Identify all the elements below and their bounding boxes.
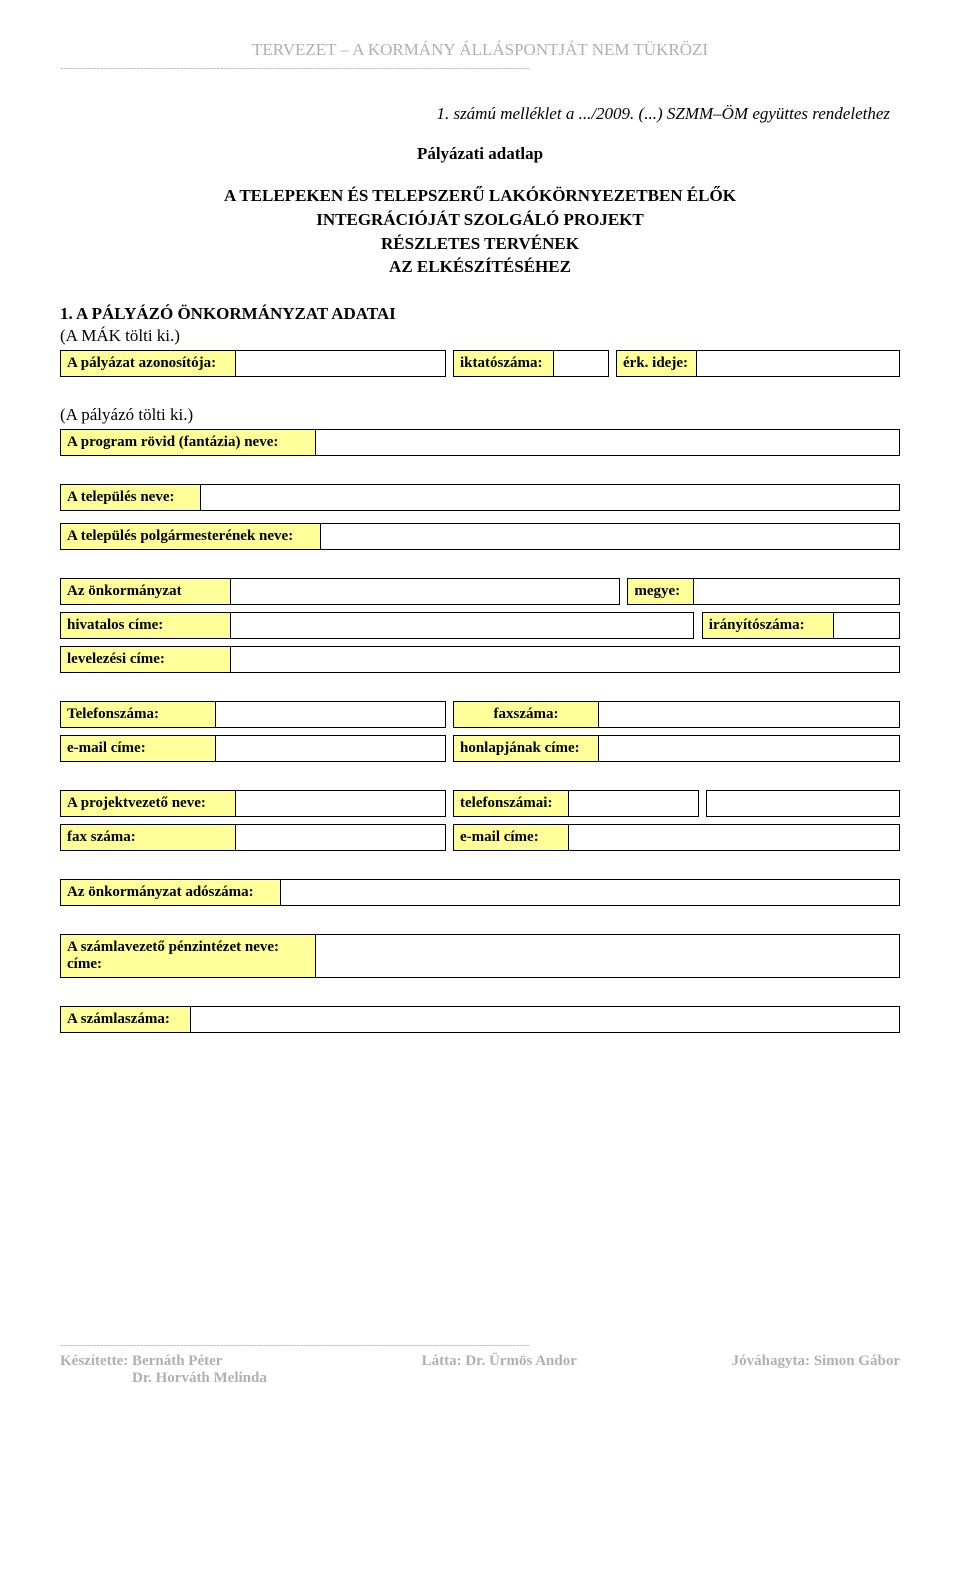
row-program-name: A program rövid (fantázia) neve:	[60, 429, 900, 456]
label-arrival-time: érk. ideje:	[617, 351, 697, 377]
input-pm-phone-2[interactable]	[707, 791, 900, 817]
input-municipality[interactable]	[230, 579, 619, 605]
input-reg-number[interactable]	[554, 351, 609, 377]
input-mayor-name[interactable]	[321, 524, 900, 550]
label-reg-number: iktatószáma:	[454, 351, 554, 377]
label-email: e-mail címe:	[61, 736, 216, 762]
input-arrival-time[interactable]	[697, 351, 900, 377]
input-tax-number[interactable]	[281, 880, 900, 906]
form-subtitle: Pályázati adatlap	[60, 144, 900, 164]
input-program-name[interactable]	[316, 430, 900, 456]
label-zip: irányítószáma:	[702, 613, 833, 639]
label-website: honlapjának címe:	[454, 736, 599, 762]
label-municipality: Az önkormányzat	[61, 579, 231, 605]
project-title-line: A TELEPEKEN ÉS TELEPSZERŰ LAKÓKÖRNYEZETB…	[224, 186, 736, 205]
label-mayor-name: A település polgármesterének neve:	[61, 524, 321, 550]
label-pm-fax: fax száma:	[61, 825, 236, 851]
footer-seen-by: Látta: Dr. Ürmös Andor	[422, 1353, 577, 1387]
label-tax-number: Az önkormányzat adószáma:	[61, 880, 281, 906]
label-fax: faxszáma:	[454, 702, 599, 728]
input-bank-name-address[interactable]	[316, 935, 900, 978]
input-settlement-name[interactable]	[201, 485, 900, 511]
label-official-address: hivatalos címe:	[61, 613, 231, 639]
label-account-number: A számlaszáma:	[61, 1007, 191, 1033]
input-pm-name[interactable]	[236, 791, 446, 817]
project-title-block: A TELEPEKEN ÉS TELEPSZERŰ LAKÓKÖRNYEZETB…	[60, 184, 900, 279]
label-bank-name-address: A számlavezető pénzintézet neve: címe:	[61, 935, 316, 978]
footer-credits: Készítette: Bernáth Péter Dr. Horváth Me…	[60, 1353, 900, 1387]
project-title-line: RÉSZLETES TERVÉNEK	[381, 234, 579, 253]
row-tax-number: Az önkormányzat adószáma:	[60, 879, 900, 906]
row-settlement-name: A település neve:	[60, 484, 900, 511]
project-manager-block: A projektvezető neve: telefonszámai: fax…	[60, 790, 900, 851]
footer-dashed-rule: ----------------------------------------…	[60, 1341, 900, 1351]
row-mayor-name: A település polgármesterének neve:	[60, 523, 900, 550]
project-title-line: INTEGRÁCIÓJÁT SZOLGÁLÓ PROJEKT	[316, 210, 643, 229]
label-application-id: A pályázat azonosítója:	[61, 351, 236, 377]
input-phone[interactable]	[216, 702, 446, 728]
footer-prepared-by-2: Dr. Horváth Melinda	[60, 1370, 267, 1386]
row-application-id: A pályázat azonosítója: iktatószáma: érk…	[60, 350, 900, 377]
row-account-number: A számlaszáma:	[60, 1006, 900, 1033]
hint-mak-fills: (A MÁK tölti ki.)	[60, 326, 900, 346]
hint-applicant-fills: (A pályázó tölti ki.)	[60, 405, 900, 425]
input-website[interactable]	[599, 736, 900, 762]
footer-approved-by: Jóváhagyta: Simon Gábor	[732, 1353, 900, 1387]
attachment-reference: 1. számú melléklet a .../2009. (...) SZM…	[60, 104, 900, 124]
input-account-number[interactable]	[191, 1007, 900, 1033]
header-dashed-rule: ----------------------------------------…	[60, 64, 900, 74]
label-phone: Telefonszáma:	[61, 702, 216, 728]
municipality-address-block: Az önkormányzat megye: hivatalos címe: i…	[60, 578, 900, 673]
input-mailing-address[interactable]	[230, 647, 899, 673]
input-fax[interactable]	[599, 702, 900, 728]
doc-draft-header: TERVEZET – A KORMÁNY ÁLLÁSPONTJÁT NEM TÜ…	[60, 40, 900, 60]
label-pm-name: A projektvezető neve:	[61, 791, 236, 817]
contact-block: Telefonszáma: faxszáma: e-mail címe: hon…	[60, 701, 900, 762]
input-official-address[interactable]	[230, 613, 693, 639]
label-program-name: A program rövid (fantázia) neve:	[61, 430, 316, 456]
project-title-line: AZ ELKÉSZÍTÉSÉHEZ	[389, 257, 571, 276]
label-pm-email: e-mail címe:	[454, 825, 569, 851]
input-pm-phone-1[interactable]	[569, 791, 699, 817]
label-mailing-address: levelezési címe:	[61, 647, 231, 673]
input-pm-fax[interactable]	[236, 825, 446, 851]
label-settlement-name: A település neve:	[61, 485, 201, 511]
input-email[interactable]	[216, 736, 446, 762]
input-application-id[interactable]	[236, 351, 446, 377]
label-pm-phones: telefonszámai:	[454, 791, 569, 817]
row-bank: A számlavezető pénzintézet neve: címe:	[60, 934, 900, 978]
section-1-heading: 1. A PÁLYÁZÓ ÖNKORMÁNYZAT ADATAI	[60, 304, 900, 324]
label-county: megye:	[628, 579, 694, 605]
input-zip[interactable]	[834, 613, 900, 639]
footer-prepared-by: Készítette: Bernáth Péter	[60, 1353, 222, 1369]
input-pm-email[interactable]	[569, 825, 900, 851]
input-county[interactable]	[694, 579, 900, 605]
